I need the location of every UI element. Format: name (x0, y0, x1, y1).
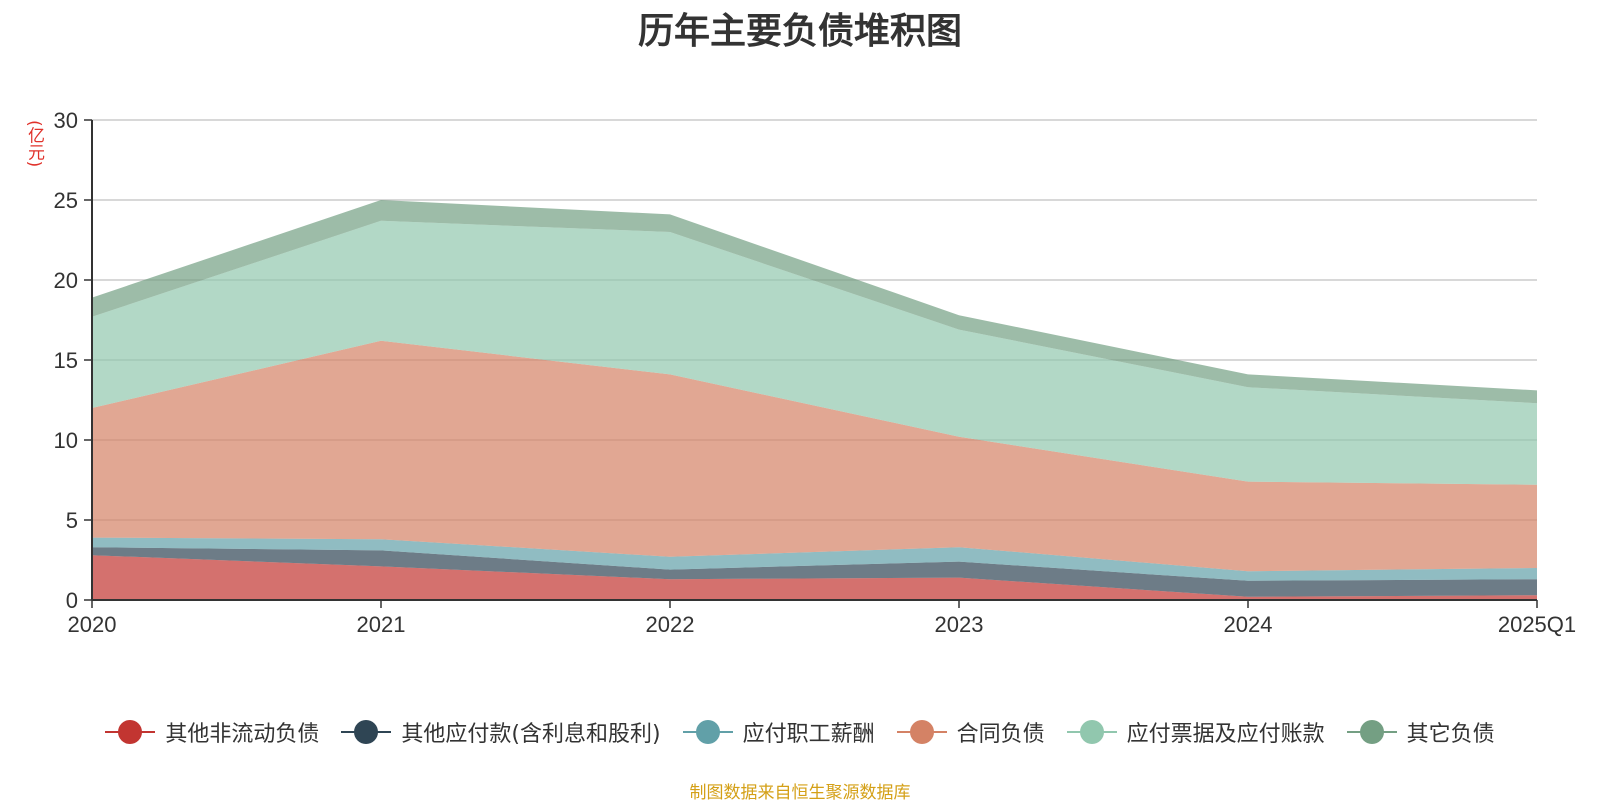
y-tick-label: 20 (54, 268, 78, 293)
y-tick-label: 10 (54, 428, 78, 453)
legend-label: 其他非流动负债 (165, 722, 320, 747)
y-tick-label: 30 (54, 108, 78, 133)
legend-marker-icon (1066, 720, 1117, 744)
area-series-3 (92, 537, 1537, 581)
x-tick-label: 2022 (646, 612, 695, 637)
area-series-2 (92, 547, 1537, 597)
legend-label: 其他应付款(含利息和股利) (401, 722, 661, 747)
legend-marker-icon (105, 720, 156, 744)
x-tick-label: 2023 (935, 612, 984, 637)
x-tick-label: 2021 (357, 612, 406, 637)
area-series-5 (92, 220, 1537, 485)
y-axis-unit-label: (亿元) (24, 120, 44, 168)
legend-marker-icon (1346, 720, 1397, 744)
x-tick-label: 2020 (68, 612, 117, 637)
y-tick-label: 5 (66, 508, 78, 533)
legend-marker-icon (896, 720, 947, 744)
legend-label: 应付职工薪酬 (742, 722, 875, 747)
y-tick-label: 25 (54, 188, 78, 213)
x-tick-label: 2025Q1 (1498, 612, 1576, 637)
area-series-4 (92, 340, 1537, 572)
legend-item-6[interactable]: 其它负债 (1346, 716, 1495, 748)
data-source-note: 制图数据来自恒生聚源数据库 (689, 783, 911, 803)
legend-item-3[interactable]: 应付职工薪酬 (682, 716, 875, 748)
chart-title: 历年主要负债堆积图 (637, 11, 962, 52)
legend-item-4[interactable]: 合同负债 (896, 716, 1045, 748)
legend-label: 合同负债 (956, 722, 1045, 747)
area-series-6 (92, 200, 1537, 404)
y-tick-label: 0 (66, 588, 78, 613)
legend-item-2[interactable]: 其他应付款(含利息和股利) (341, 716, 661, 748)
chart-legend: 其他非流动负债 其他应付款(含利息和股利) 应付职工薪酬 合同负债 应付票据及应付账款 其… (0, 716, 1600, 748)
legend-marker-icon (341, 720, 392, 744)
legend-label: 应付票据及应付账款 (1126, 722, 1325, 747)
legend-item-5[interactable]: 应付票据及应付账款 (1066, 716, 1325, 748)
x-tick-label: 2024 (1224, 612, 1273, 637)
legend-marker-icon (682, 720, 733, 744)
legend-item-1[interactable]: 其他非流动负债 (105, 716, 319, 748)
area-series-1 (92, 555, 1537, 600)
legend-label: 其它负债 (1406, 722, 1495, 747)
y-tick-label: 15 (54, 348, 78, 373)
